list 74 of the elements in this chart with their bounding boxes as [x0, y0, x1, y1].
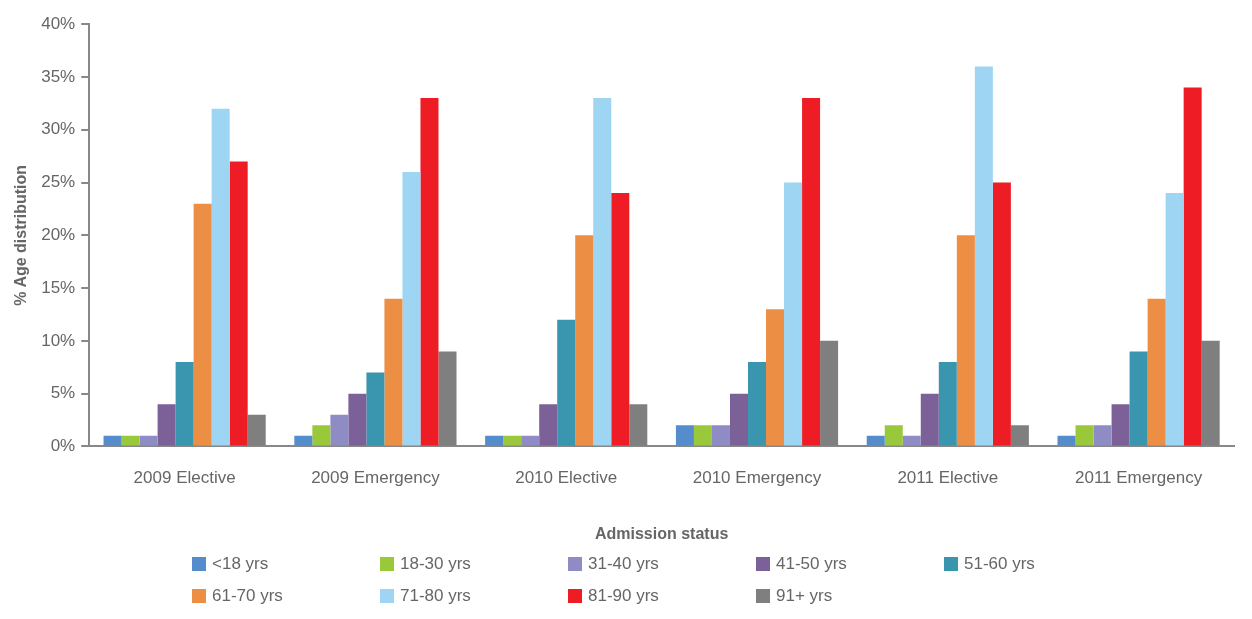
bar	[193, 203, 212, 446]
y-tick-label: 40%	[41, 13, 76, 33]
y-tick-label: 15%	[41, 277, 76, 297]
bar	[866, 435, 885, 446]
legend-label: <18 yrs	[212, 554, 269, 574]
bar	[729, 393, 748, 446]
bar	[348, 393, 367, 446]
bar	[575, 235, 594, 446]
bar	[539, 404, 558, 446]
bar	[884, 425, 903, 446]
y-tick-label: 10%	[41, 330, 76, 350]
x-tick-label: 2011 Emergency	[1074, 468, 1203, 488]
bar	[920, 393, 939, 446]
legend-label: 71-80 yrs	[400, 586, 471, 606]
x-tick-label: 2009 Elective	[133, 468, 236, 488]
x-tick-label: 2010 Elective	[515, 468, 618, 488]
bar	[557, 319, 576, 446]
bar	[175, 361, 194, 446]
bar	[802, 98, 821, 446]
y-axis-title: % Age distribution	[12, 164, 30, 306]
bar	[902, 435, 921, 446]
bar	[766, 309, 785, 446]
bar	[611, 193, 630, 446]
bar	[1183, 87, 1202, 446]
bar	[748, 361, 767, 446]
x-tick-label: 2011 Elective	[897, 468, 999, 488]
y-tick-label: 30%	[41, 119, 76, 139]
bar	[294, 435, 313, 446]
y-tick-label: 5%	[50, 383, 76, 403]
x-axis-title: Admission status	[594, 524, 729, 542]
bar	[312, 425, 331, 446]
bar	[1093, 425, 1112, 446]
bar	[521, 435, 540, 446]
bar	[121, 435, 140, 446]
bar	[593, 98, 612, 446]
legend-label: 41-50 yrs	[776, 554, 847, 574]
bar	[485, 435, 504, 446]
legend-label: 51-60 yrs	[964, 554, 1035, 574]
y-tick-label: 25%	[41, 172, 76, 192]
bar	[139, 435, 158, 446]
x-tick-label: 2009 Emergency	[311, 468, 441, 488]
x-tick-label: 2010 Emergency	[692, 468, 822, 488]
y-tick-label: 0%	[50, 436, 76, 456]
bar	[330, 414, 349, 446]
bar	[157, 404, 176, 446]
bar	[402, 171, 421, 446]
bar	[675, 425, 694, 446]
bar	[103, 435, 122, 446]
bar	[938, 361, 957, 446]
legend-label: 61-70 yrs	[212, 586, 283, 606]
legend-label: 81-90 yrs	[588, 586, 659, 606]
bar	[1111, 404, 1130, 446]
bar	[711, 425, 730, 446]
bar	[384, 298, 403, 446]
y-tick-label: 35%	[41, 66, 76, 86]
legend-label: 31-40 yrs	[588, 554, 659, 574]
bar	[503, 435, 522, 446]
bar	[974, 66, 993, 446]
legend-label: 18-30 yrs	[400, 554, 471, 574]
bar	[1165, 193, 1184, 446]
bar	[1075, 425, 1094, 446]
bar	[211, 108, 230, 446]
bar	[1147, 298, 1166, 446]
bar	[366, 372, 385, 446]
bar	[784, 182, 803, 446]
bar	[956, 235, 975, 446]
bar	[1057, 435, 1076, 446]
bar	[420, 98, 439, 446]
bar	[1129, 351, 1148, 446]
bar	[992, 182, 1011, 446]
legend-label: 91+ yrs	[776, 586, 833, 606]
bar	[693, 425, 712, 446]
y-tick-label: 20%	[41, 224, 76, 244]
bar	[229, 161, 248, 446]
